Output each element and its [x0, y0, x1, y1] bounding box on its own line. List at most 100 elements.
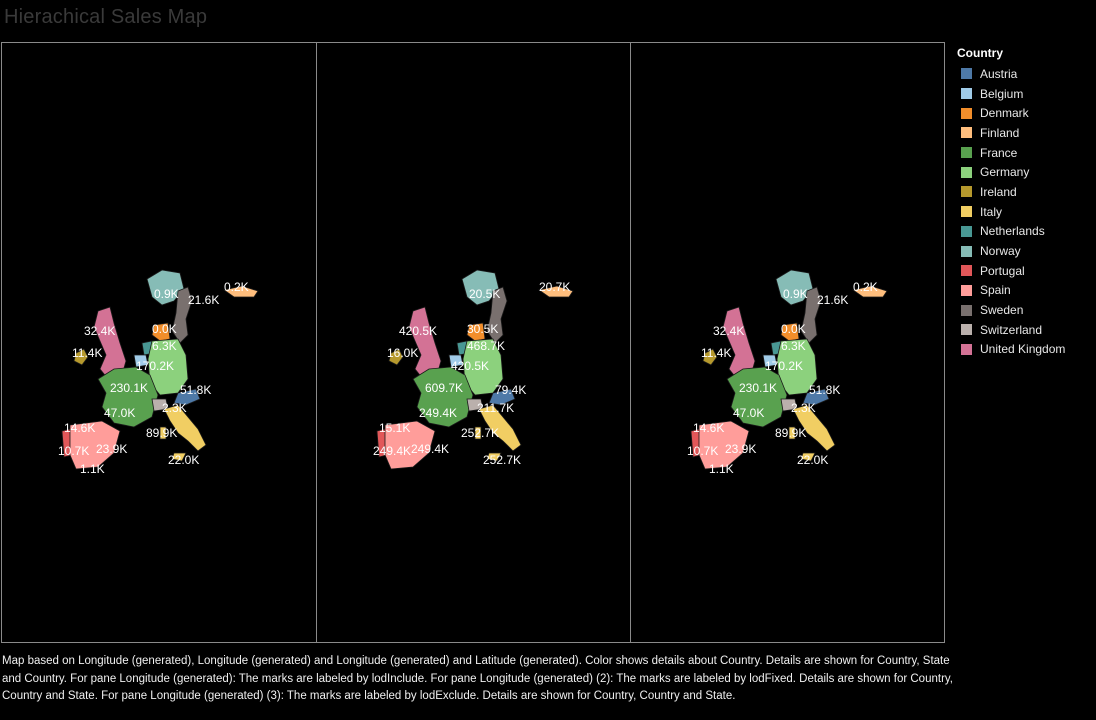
europe-map[interactable]: 0.9K 21.6K 0.2K 32.4K 0.0K 11.4K 6.3K 170.2K 230…	[631, 43, 945, 642]
sales-label-switzerland: 2.3K	[162, 401, 187, 415]
country-shape-austria[interactable]	[173, 388, 201, 406]
sales-label-finland: 0.2K	[853, 280, 878, 294]
sales-label-sweden: 21.6K	[817, 293, 848, 307]
legend-label: Austria	[980, 66, 1018, 81]
country-shape-finland[interactable]	[538, 285, 574, 298]
sales-label-ireland: 16.0K	[387, 346, 418, 360]
legend-label: Germany	[980, 165, 1030, 180]
sales-label-austria: 79.4K	[495, 383, 526, 397]
legend-item-belgium[interactable]: Belgium	[957, 84, 1093, 104]
sales-label-spain: 23.9K	[96, 442, 127, 456]
legend-label: Netherlands	[980, 224, 1045, 239]
sales-label-spain: 23.9K	[725, 442, 756, 456]
legend-item-netherlands[interactable]: Netherlands	[957, 222, 1093, 242]
country-shape-spain[interactable]	[384, 420, 436, 470]
sales-label-spain: 249.4K	[411, 442, 449, 456]
legend-item-united-kingdom[interactable]: United Kingdom	[957, 340, 1093, 360]
legend-swatch	[961, 265, 972, 277]
legend-item-finland[interactable]: Finland	[957, 123, 1093, 143]
sales-label-spain: 1.1K	[709, 462, 734, 476]
sales-label-france: 230.1K	[110, 381, 148, 395]
country-shape-italy[interactable]	[474, 404, 522, 462]
legend-swatch	[961, 166, 972, 178]
country-shape-belgium[interactable]	[133, 354, 149, 368]
country-shape-italy[interactable]	[788, 404, 836, 462]
legend-swatch	[961, 324, 972, 336]
legend-swatch	[961, 245, 972, 257]
legend-swatch	[961, 68, 972, 80]
legend-label: Switzerland	[980, 322, 1043, 337]
sales-label-portugal: 47.0K	[733, 406, 764, 420]
country-shape-spain[interactable]	[69, 420, 121, 470]
sales-label-spain: 14.6K	[64, 421, 95, 435]
legend-item-sweden[interactable]: Sweden	[957, 300, 1093, 320]
legend-label: Spain	[980, 283, 1011, 298]
legend-swatch	[961, 225, 972, 237]
legend-item-austria[interactable]: Austria	[957, 64, 1093, 84]
legend-item-france[interactable]: France	[957, 143, 1093, 163]
sales-label-sweden: 21.6K	[188, 293, 219, 307]
legend-swatch	[961, 127, 972, 139]
legend-item-germany[interactable]: Germany	[957, 162, 1093, 182]
europe-map[interactable]: 0.9K 21.6K 0.2K 32.4K 0.0K 11.4K 6.3K 170.2K 230…	[2, 43, 316, 642]
legend-item-italy[interactable]: Italy	[957, 202, 1093, 222]
map-panes-frame: 0.9K 21.6K 0.2K 32.4K 0.0K 11.4K 6.3K 170.2K 230…	[1, 42, 945, 643]
sales-label-belgium: 170.2K	[765, 359, 803, 373]
sales-label-denmark: 0.0K	[781, 322, 806, 336]
country-shape-ireland[interactable]	[702, 348, 718, 366]
legend-label: France	[980, 145, 1018, 160]
legend-swatch	[961, 284, 972, 296]
sales-label-united-kingdom: 420.5K	[399, 324, 437, 338]
dashboard-title: Hierachical Sales Map	[4, 6, 208, 28]
country-shape-ireland[interactable]	[73, 348, 89, 366]
map-pane-3[interactable]: 0.9K 21.6K 0.2K 32.4K 0.0K 11.4K 6.3K 170.2K 230…	[631, 43, 945, 642]
sales-label-spain: 10.7K	[58, 444, 89, 458]
legend-swatch	[961, 304, 972, 316]
legend-item-norway[interactable]: Norway	[957, 241, 1093, 261]
sales-label-italy: 22.0K	[797, 453, 828, 467]
legend-item-ireland[interactable]: Ireland	[957, 182, 1093, 202]
country-shape-france[interactable]	[412, 366, 474, 428]
country-shape-spain[interactable]	[698, 420, 750, 470]
country-shape-sweden[interactable]	[486, 286, 508, 344]
country-shape-austria[interactable]	[802, 388, 830, 406]
sales-label-switzerland: 2.3K	[791, 401, 816, 415]
legend-label: Ireland	[980, 184, 1017, 199]
legend-label: Denmark	[980, 106, 1029, 121]
europe-map[interactable]: 20.5K 20.7K 420.5K 30.5K 16.0K 468.7K 420.5K 60…	[317, 43, 630, 642]
country-shape-austria[interactable]	[488, 388, 516, 406]
map-caption: Map based on Longitude (generated), Long…	[2, 655, 953, 702]
sales-label-ireland: 11.4K	[72, 346, 102, 360]
legend-label: Sweden	[980, 303, 1024, 318]
country-shape-france[interactable]	[97, 366, 159, 428]
country-shape-italy[interactable]	[159, 404, 207, 462]
legend-item-portugal[interactable]: Portugal	[957, 261, 1093, 281]
legend-label: Italy	[980, 204, 1003, 219]
sales-label-netherlands: 468.7K	[467, 339, 505, 353]
sales-label-spain: 249.4K	[373, 444, 411, 458]
legend-item-switzerland[interactable]: Switzerland	[957, 320, 1093, 340]
country-shape-ireland[interactable]	[388, 348, 404, 366]
legend-items: Austria Belgium Denmark Finland France German…	[957, 64, 1093, 359]
legend-label: Finland	[980, 125, 1020, 140]
country-shape-belgium[interactable]	[448, 354, 464, 368]
sales-label-spain: 1.1K	[80, 462, 105, 476]
country-shape-sweden[interactable]	[171, 286, 193, 344]
sales-label-ireland: 11.4K	[701, 346, 731, 360]
country-shape-finland[interactable]	[852, 285, 888, 298]
country-shape-sweden[interactable]	[800, 286, 822, 344]
map-pane-2[interactable]: 20.5K 20.7K 420.5K 30.5K 16.0K 468.7K 420.5K 60…	[317, 43, 631, 642]
legend-item-denmark[interactable]: Denmark	[957, 103, 1093, 123]
legend-item-spain[interactable]: Spain	[957, 281, 1093, 301]
sales-label-austria: 51.8K	[180, 383, 211, 397]
legend-label: Norway	[980, 244, 1021, 259]
legend-label: Portugal	[980, 263, 1025, 278]
country-shape-france[interactable]	[726, 366, 788, 428]
legend-swatch	[961, 206, 972, 218]
sales-label-austria: 51.8K	[809, 383, 840, 397]
legend-label: United Kingdom	[980, 342, 1066, 357]
country-shape-finland[interactable]	[223, 285, 259, 298]
country-shape-belgium[interactable]	[762, 354, 778, 368]
sales-label-switzerland: 211.7K	[477, 401, 514, 415]
map-pane-1[interactable]: 0.9K 21.6K 0.2K 32.4K 0.0K 11.4K 6.3K 170.2K 230…	[2, 43, 317, 642]
